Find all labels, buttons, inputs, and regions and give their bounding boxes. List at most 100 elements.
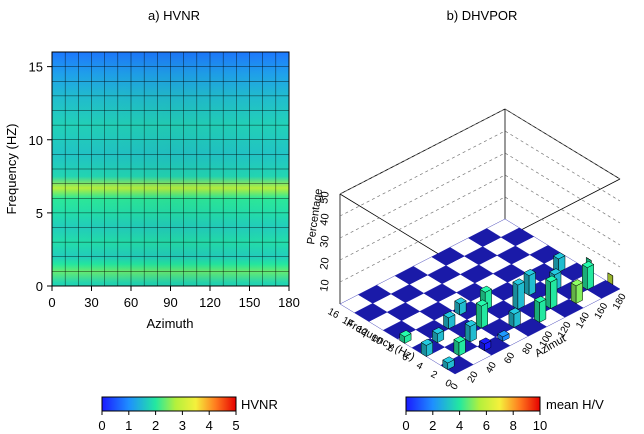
- bar-3d: [453, 335, 466, 357]
- x-tick-label: 90: [163, 295, 177, 310]
- bar-front-face: [481, 302, 488, 329]
- bar-front-face: [587, 263, 594, 291]
- panel-b-title: b) DHVPOR: [447, 8, 518, 23]
- bar-top-face: [549, 268, 562, 276]
- colorbar-tick-label: 1: [125, 418, 132, 433]
- z-grid-line: [339, 174, 621, 261]
- colorbar-tick-label: 0: [98, 418, 105, 433]
- colorbar-tick-label: 4: [206, 418, 213, 433]
- azimut-tick-label: 20: [466, 369, 481, 385]
- bar-3d: [570, 279, 584, 304]
- colorbar-tick-label: 5: [232, 418, 239, 433]
- bar-3d: [581, 261, 595, 291]
- bar-top-face: [545, 275, 558, 283]
- bar-top-face: [533, 295, 547, 303]
- x-tick-label: 150: [239, 295, 261, 310]
- heatmap-grid: [52, 52, 289, 286]
- colorbar-meanhv-bar: [405, 396, 541, 412]
- z-tick-label: 10: [318, 279, 332, 293]
- bar-3d: [420, 338, 434, 357]
- colorbar-tick-label: 8: [510, 418, 517, 433]
- x-tick-label: 0: [48, 295, 55, 310]
- z-tick-label: 20: [318, 257, 332, 271]
- colorbar-meanhv-label: mean H/V: [546, 397, 604, 412]
- floor-cell: [486, 218, 520, 238]
- colorbar-tick-label: 6: [483, 418, 490, 433]
- heatmap-x-ticks: 0 30 60 90 120 150 180: [48, 286, 300, 310]
- azimut-tick-label: 40: [484, 360, 499, 376]
- bar-side-face: [512, 281, 519, 310]
- z-tick-label: 40: [318, 213, 332, 227]
- bar-top-face: [570, 279, 584, 287]
- frequency-tick-label: 10: [369, 333, 384, 348]
- bar-top-face: [607, 272, 613, 277]
- azimut-tick-label: 140: [574, 310, 592, 330]
- bar-3d: [478, 337, 492, 352]
- frequency-tick-label: 14: [340, 315, 355, 330]
- bar-3d: [508, 307, 521, 328]
- frequency-tick-label: 4: [414, 360, 424, 373]
- bar-side-face: [475, 302, 482, 329]
- colorbar-tick-label: 10: [533, 418, 547, 433]
- bar-top-face: [453, 335, 466, 343]
- colorbar-hvnr: HVNR 0 1 2 3 4 5: [98, 396, 278, 433]
- panel-a-title: a) HVNR: [148, 8, 200, 23]
- box-edge: [339, 193, 456, 265]
- bar-front-face: [528, 271, 536, 296]
- bar-3d: [464, 319, 478, 343]
- bar-3d: [552, 252, 566, 273]
- bar-side-face: [523, 272, 530, 296]
- bar-top-face: [508, 307, 521, 315]
- z-grid-line: [339, 196, 621, 283]
- y-tick-label: 10: [29, 133, 43, 148]
- bar-3d: [523, 269, 537, 296]
- colorbar-hvnr-label: HVNR: [241, 397, 278, 412]
- bar-top-face: [586, 257, 592, 261]
- z-grid-line: [339, 130, 621, 217]
- colorbar-tick-label: 2: [429, 418, 436, 433]
- bar-3d: [442, 356, 455, 371]
- colorbar-hvnr-bar: [101, 396, 237, 412]
- azimut-tick-label: 0: [449, 381, 462, 392]
- azimut-tick-label: 180: [611, 291, 629, 311]
- frequency-tick-label: 2: [429, 369, 439, 382]
- frequency-tick-label: 12: [354, 324, 369, 339]
- bar-side-face: [545, 278, 551, 310]
- bar-top-face: [478, 337, 492, 345]
- bar-top-face: [464, 319, 478, 327]
- bar-top-face: [431, 327, 445, 335]
- bar-top-face: [442, 356, 455, 364]
- z-grid-line: [339, 152, 621, 239]
- bar-side-face: [570, 282, 577, 304]
- bar-3d: [512, 278, 525, 310]
- colorbar-tick-label: 4: [456, 418, 463, 433]
- x-tick-label: 30: [84, 295, 98, 310]
- y-tick-label: 15: [29, 60, 43, 75]
- bar-3d: [533, 295, 547, 323]
- bar-top-face: [497, 330, 510, 338]
- bar-3d: [545, 275, 558, 310]
- panel-b-dhvpor: b) DHVPOR 102030405002468101214160204060…: [305, 8, 629, 392]
- bar-top-face: [475, 299, 489, 307]
- x-tick-label: 180: [278, 295, 300, 310]
- heatmap-y-ticks: 0 5 10 15: [29, 60, 52, 294]
- bar-front-face: [539, 298, 547, 323]
- frequency-tick-label: 6: [400, 351, 410, 364]
- heatmap-x-label: Azimuth: [147, 316, 194, 331]
- bar-3d: [431, 327, 445, 344]
- z-tick-label: 50: [318, 191, 332, 205]
- frequency-tick-label: 8: [386, 343, 396, 356]
- azimut-tick-label: 80: [521, 341, 536, 357]
- heatmap-y-label: Frequency (HZ): [4, 123, 19, 214]
- y-tick-label: 0: [36, 279, 43, 294]
- bar-3d: [497, 330, 510, 342]
- y-tick-label: 5: [36, 206, 43, 221]
- bar-3d: [399, 330, 412, 344]
- bar-top-face: [523, 269, 537, 276]
- azimut-tick-label: 160: [593, 301, 611, 321]
- bar-front-face: [517, 281, 525, 310]
- bar-top-face: [399, 330, 412, 338]
- bar-top-face: [442, 311, 456, 319]
- frequency-tick-label: 16: [326, 306, 341, 321]
